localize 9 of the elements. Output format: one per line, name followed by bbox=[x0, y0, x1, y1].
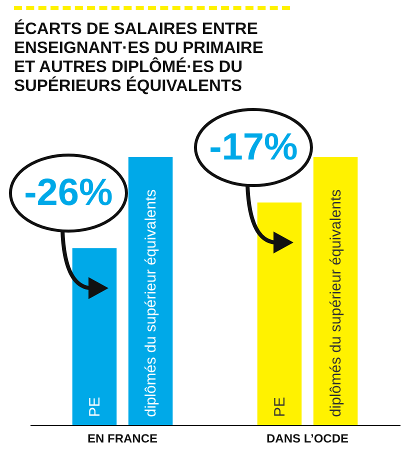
text: diplômés du supérieur équivalents bbox=[328, 189, 345, 417]
annotation: -26% bbox=[24, 172, 113, 214]
x-tick-label: DANS L’OCDE bbox=[266, 432, 349, 446]
annotation: -17% bbox=[209, 126, 298, 169]
series-label: diplômés du supérieur équivalents bbox=[142, 189, 160, 417]
chart-title: ÉCARTS DE SALAIRES ENTRE ENSEIGNANT·ES DU PRIMAIRE ET AUTRES DIPLÔMÉ·ES DU SUPÉRIEURS ÉQUIVALENTS bbox=[14, 20, 264, 96]
text: PE bbox=[271, 396, 288, 417]
x-tick-label: EN FRANCE bbox=[87, 432, 158, 446]
series-label: PE bbox=[86, 396, 104, 417]
